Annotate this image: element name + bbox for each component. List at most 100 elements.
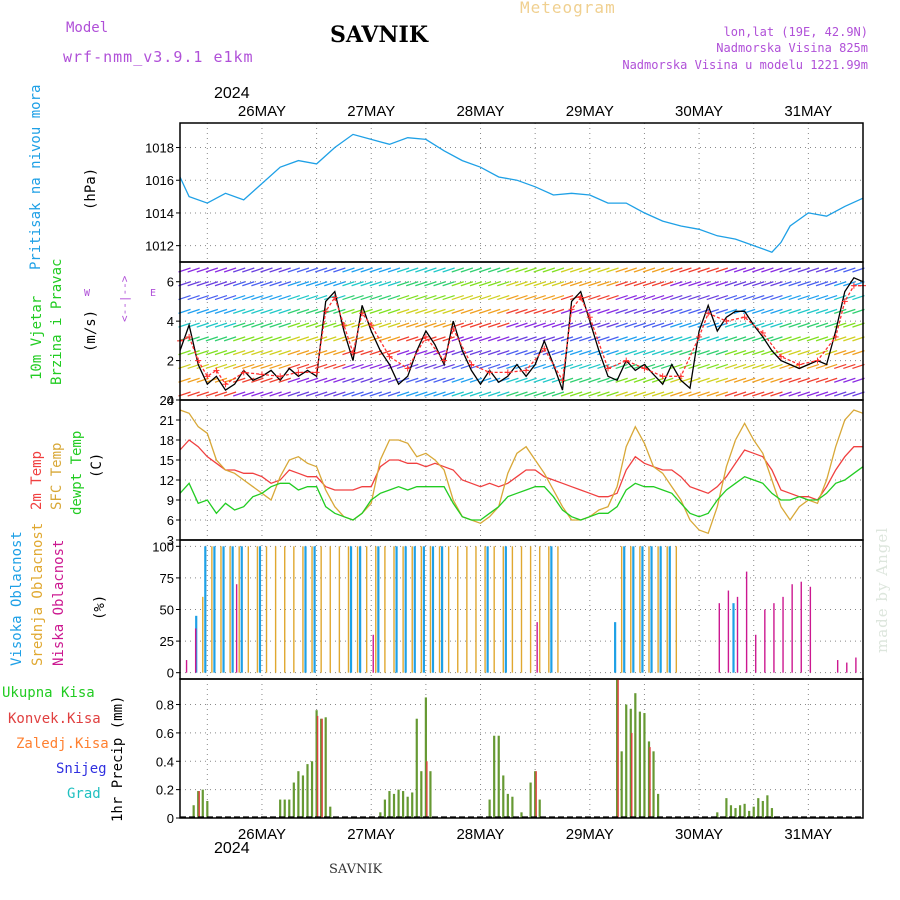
wind-barb <box>588 267 601 273</box>
precip-bar <box>620 751 623 818</box>
wind-barb <box>223 322 237 328</box>
wind-barb <box>588 322 601 328</box>
wind-barb <box>670 336 683 342</box>
wind-barb <box>533 322 546 328</box>
convective-bar <box>617 679 619 818</box>
wind-barb <box>487 377 501 383</box>
precip-bar <box>392 793 396 818</box>
wind-barb <box>797 350 811 356</box>
wind-barb <box>569 267 583 273</box>
wind-barb <box>396 294 410 301</box>
high-cloud-bar <box>240 546 243 673</box>
convective-bar <box>426 761 428 818</box>
wind-barb <box>324 281 337 287</box>
wind-barb <box>260 336 273 342</box>
wind-barb <box>242 336 255 342</box>
wind-barb <box>478 391 492 397</box>
wind-barb <box>415 281 428 287</box>
wind-barb <box>242 294 255 301</box>
wind-barb <box>287 308 301 314</box>
wind-barb <box>624 350 637 356</box>
wind-barb <box>460 308 474 314</box>
wind-barb <box>533 391 546 397</box>
wind-barb <box>706 294 719 301</box>
high-cloud-bar <box>550 546 553 673</box>
wind-barb <box>715 377 729 383</box>
wind-barb <box>187 308 200 314</box>
wind-barb <box>396 322 410 328</box>
wind-barb <box>415 377 428 383</box>
wind-barb <box>305 350 319 356</box>
wind-barb <box>551 377 565 383</box>
wind-barb <box>433 281 446 287</box>
wind-barb <box>242 322 255 328</box>
wind-barb <box>742 281 756 287</box>
mid-cloud-bar <box>229 546 231 673</box>
wind-barb <box>406 308 419 314</box>
date-label-bottom: 30MAY <box>675 826 723 843</box>
high-cloud-bar <box>359 546 362 673</box>
wind-barb <box>251 377 264 383</box>
wind-barb <box>733 350 747 356</box>
wind-barb <box>661 350 674 356</box>
wind-barb <box>506 336 519 342</box>
wind-barb <box>597 281 610 287</box>
wind-barb <box>242 308 255 314</box>
wind-barb <box>533 363 546 370</box>
wind-barb <box>715 308 729 314</box>
wind-barb <box>406 336 419 342</box>
high-cloud-bar <box>377 546 380 673</box>
wind-sublabel: Brzina i Pravac <box>49 258 65 385</box>
wind-barb <box>324 322 337 328</box>
wind-barb <box>724 363 738 370</box>
wind-barb <box>260 322 273 328</box>
high-cloud-bar <box>313 546 316 673</box>
wind-barb <box>597 336 610 342</box>
wind-barb <box>524 267 537 273</box>
wind-barb <box>560 322 574 328</box>
precip-bar <box>379 812 382 818</box>
wind-barb <box>469 377 483 383</box>
wind-barb <box>314 350 328 356</box>
wind-barb <box>442 336 455 342</box>
wind-barb <box>788 308 801 314</box>
wind-barb <box>688 308 701 314</box>
low-cloud-bar <box>235 584 238 673</box>
wind-barb <box>196 363 209 370</box>
wind-barb <box>342 281 355 287</box>
wind-barb <box>770 350 783 356</box>
wind-barb <box>451 281 464 287</box>
high-cloud-bar <box>258 546 262 673</box>
legend-hail: Grad <box>67 786 101 802</box>
low-cloud-bar <box>800 581 802 673</box>
wind-barb <box>706 363 719 370</box>
station-title: SAVNIK <box>330 22 428 48</box>
wind-barb <box>770 322 783 328</box>
wind-barb <box>506 281 519 287</box>
precip-bar <box>288 799 291 818</box>
wind-barb <box>706 308 719 314</box>
mid-cloud-bar <box>529 546 532 673</box>
wind-barb <box>724 350 738 356</box>
wind-barb <box>688 281 701 287</box>
wind-barb <box>542 336 556 342</box>
mid-cloud-bar <box>630 546 632 673</box>
wind-barb <box>542 377 556 383</box>
mid-cloud-bar <box>411 546 413 673</box>
wind-barb <box>733 267 747 273</box>
precip-bar <box>629 708 632 818</box>
wind-barb <box>843 377 856 383</box>
wind-barb <box>515 391 528 397</box>
wind-barb <box>806 294 820 301</box>
precip-bar <box>766 795 769 818</box>
precip-bar <box>306 764 309 818</box>
wind-barb <box>752 336 765 342</box>
wind-barb <box>478 281 492 287</box>
wind-barb <box>834 377 847 383</box>
wind-barb <box>415 294 428 301</box>
precip-bar <box>634 693 637 818</box>
wind-barb <box>742 377 756 383</box>
wind-barb <box>214 350 228 356</box>
wind-barb <box>406 377 419 383</box>
wind-barb <box>223 336 237 342</box>
